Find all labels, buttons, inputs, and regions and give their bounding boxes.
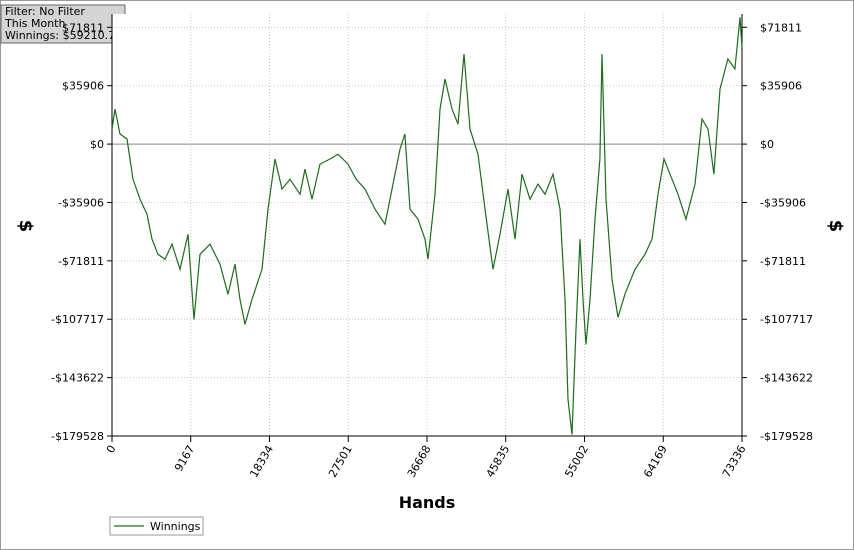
y2-tick-label: -$143622 [760,372,813,385]
y-tick-label: -$71811 [58,255,104,268]
info-line: This Month [4,17,65,30]
legend-label: Winnings [150,520,201,533]
info-box [0,4,126,44]
x-axis-label: Hands [399,493,456,512]
y-tick-label: -$107717 [51,313,104,326]
y-tick-label: $71811 [62,21,104,34]
info-line: Winnings: $59210.71 [5,29,122,42]
y2-tick-label: $35906 [760,80,802,93]
y2-tick-label: $71811 [760,21,802,34]
y-tick-label: -$179528 [51,430,104,443]
y-tick-label: -$35906 [58,196,104,209]
y2-tick-label: -$107717 [760,313,813,326]
y2-tick-label: $0 [760,138,774,151]
line-series [111,17,743,435]
info-line: Filter: No Filter [5,5,85,18]
y2-tick-label: -$35906 [760,196,806,209]
y-tick-label: $35906 [62,80,104,93]
y2-axis-label: $ [825,220,846,233]
y-axis-label: $ [15,220,36,233]
y2-tick-label: -$179528 [760,430,813,443]
y-tick-label: $0 [90,138,104,151]
legend [109,516,204,536]
y-tick-label: -$143622 [51,372,104,385]
y2-tick-label: -$71811 [760,255,806,268]
